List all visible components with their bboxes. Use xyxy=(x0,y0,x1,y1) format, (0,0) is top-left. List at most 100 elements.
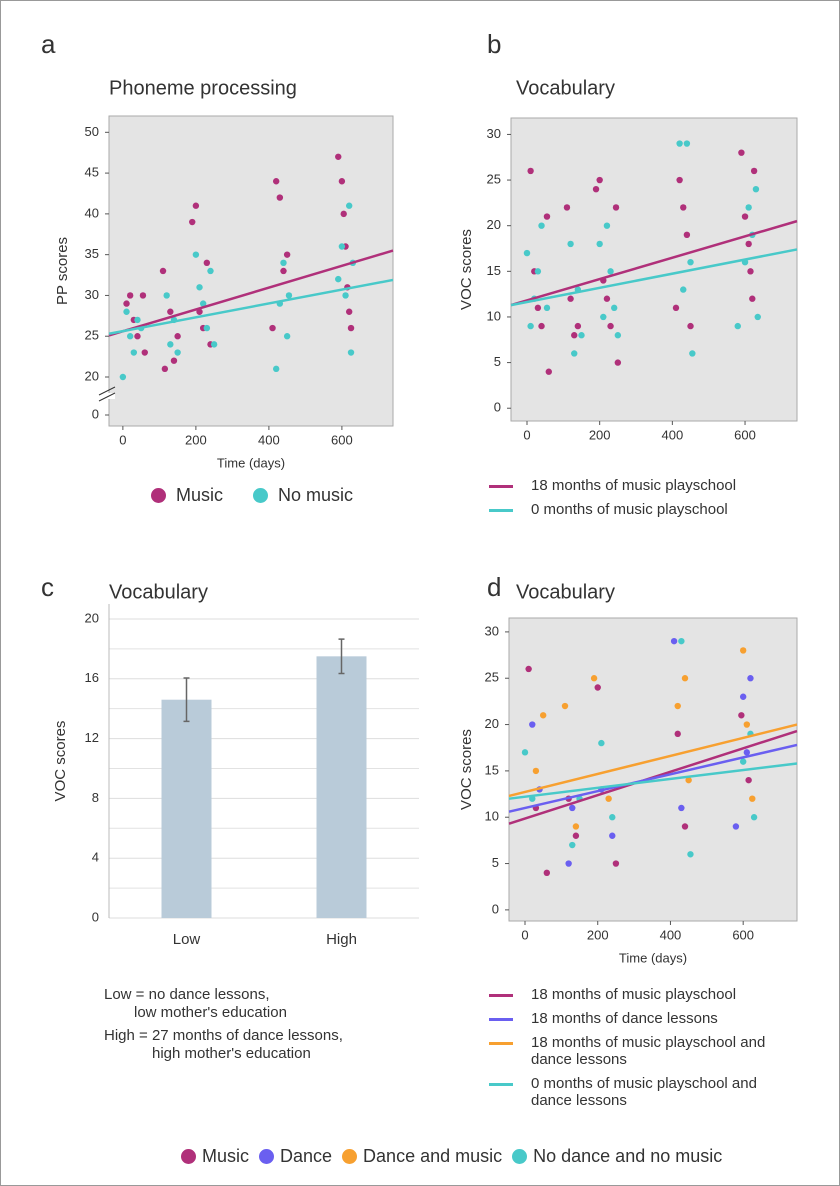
error-bar xyxy=(338,638,345,675)
legend-item: Music xyxy=(181,1146,249,1167)
legend-item: 0 months of music playschool xyxy=(489,501,789,518)
point xyxy=(345,308,353,315)
point xyxy=(532,767,540,775)
point xyxy=(338,243,346,250)
point xyxy=(676,140,683,147)
x-tick-label: 0 xyxy=(119,432,126,447)
x-tick-label: 0 xyxy=(523,427,530,442)
point xyxy=(687,851,694,858)
legend-label: 18 months of music playschool xyxy=(531,986,737,1003)
point xyxy=(574,322,582,330)
point xyxy=(196,308,203,315)
legend-item: 18 months of music playschool xyxy=(489,477,789,494)
point xyxy=(745,776,752,784)
regression-line xyxy=(510,248,798,307)
legend-item: Dance xyxy=(259,1146,332,1167)
point xyxy=(674,730,681,738)
point xyxy=(199,300,207,307)
point xyxy=(561,702,569,710)
point xyxy=(687,258,694,266)
legend-marker xyxy=(259,1149,275,1164)
point xyxy=(609,814,616,821)
y-tick-label: 15 xyxy=(485,762,499,777)
point xyxy=(272,178,280,185)
legend-label: No dance and no music xyxy=(533,1146,723,1166)
legend-item: Music xyxy=(151,485,223,506)
point xyxy=(269,324,276,332)
legend-label: 18 months of music playschool xyxy=(531,477,737,494)
chart-title: Phoneme processing xyxy=(109,77,297,99)
point xyxy=(680,286,687,293)
point xyxy=(734,322,741,330)
y-tick-label: 50 xyxy=(85,124,99,139)
note-block: High = 27 months of dance lessons, high m… xyxy=(104,1027,343,1063)
point xyxy=(161,365,169,373)
point xyxy=(614,359,622,366)
x-tick-label: High xyxy=(326,931,357,948)
point xyxy=(598,739,605,747)
point xyxy=(527,167,534,175)
regression-line xyxy=(508,762,798,800)
y-tick-label: 0 xyxy=(92,406,99,421)
panel-label: b xyxy=(487,29,501,59)
point xyxy=(567,240,574,248)
x-tick-label: 600 xyxy=(331,432,353,447)
regression-line xyxy=(108,278,394,336)
point xyxy=(130,349,138,356)
y-axis-title: VOC scores xyxy=(52,721,69,802)
x-tick-label: 400 xyxy=(660,927,682,942)
point xyxy=(203,259,211,267)
point xyxy=(280,259,287,267)
legend-marker xyxy=(253,488,269,503)
y-tick-label: 25 xyxy=(85,328,99,343)
note-line: high mother's education xyxy=(152,1045,311,1062)
point xyxy=(572,832,580,839)
panel-label: d xyxy=(487,572,501,602)
error-bar xyxy=(183,677,190,723)
bar xyxy=(161,699,212,918)
point xyxy=(676,176,683,184)
legend-label: 18 months of dance lessons xyxy=(531,1010,718,1027)
point xyxy=(596,176,603,184)
regression-line xyxy=(508,723,798,798)
point xyxy=(347,324,355,332)
point xyxy=(141,349,148,356)
point xyxy=(210,341,218,348)
point xyxy=(340,210,347,218)
point xyxy=(752,185,760,193)
legend: 18 months of music playschool 18 months o… xyxy=(489,986,789,1116)
point xyxy=(196,284,203,291)
y-tick-label: 15 xyxy=(487,263,501,278)
point xyxy=(534,304,542,312)
y-tick-label: 20 xyxy=(487,217,501,232)
point xyxy=(285,292,293,299)
point xyxy=(521,749,529,756)
point xyxy=(534,268,542,275)
point xyxy=(543,213,551,220)
note-block: Low = no dance lessons, low mother's educ… xyxy=(104,986,343,1022)
x-tick-label: 200 xyxy=(589,427,611,442)
y-axis-title: PP scores xyxy=(54,237,71,305)
point xyxy=(747,268,754,275)
point xyxy=(739,758,747,765)
x-tick-label: 400 xyxy=(258,432,280,447)
point xyxy=(609,832,616,839)
point xyxy=(749,295,756,302)
point xyxy=(738,149,745,156)
legend: 18 months of music playschool 0 months of… xyxy=(489,477,789,525)
point xyxy=(207,267,214,275)
legend-item: 0 months of music playschool and dance l… xyxy=(489,1075,789,1109)
point xyxy=(590,675,598,682)
y-tick-label: 16 xyxy=(85,670,99,685)
point xyxy=(192,202,200,209)
point xyxy=(272,365,280,373)
point xyxy=(754,313,761,321)
regression-line xyxy=(508,743,798,813)
notes: Low = no dance lessons, low mother's educ… xyxy=(104,986,343,1068)
point xyxy=(543,869,551,877)
point xyxy=(739,647,747,654)
point xyxy=(681,675,689,682)
point xyxy=(163,292,170,299)
y-tick-label: 0 xyxy=(92,909,99,924)
point xyxy=(139,292,147,299)
